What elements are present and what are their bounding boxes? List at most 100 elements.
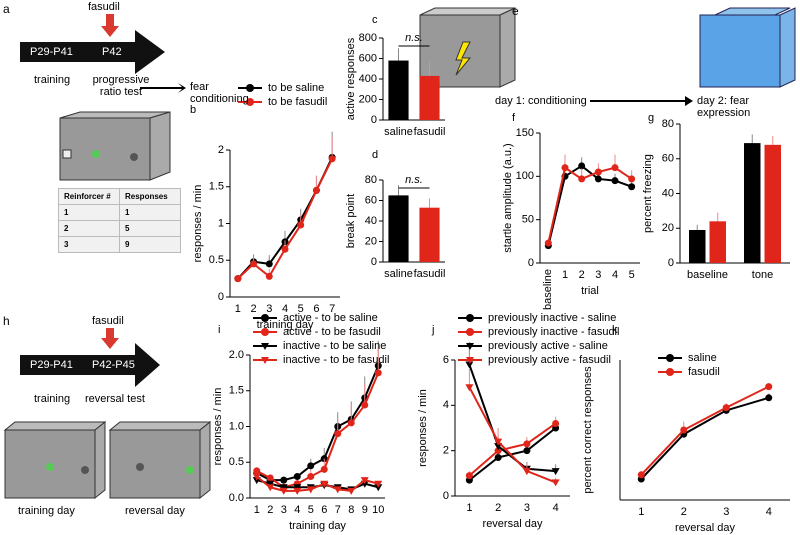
- x-tick-label: 1: [235, 303, 241, 315]
- y-tick-label: 150: [516, 127, 534, 139]
- legend-label: previously active - saline: [488, 340, 608, 352]
- legend-label: previously inactive - fasudil: [488, 326, 619, 338]
- line: [256, 365, 380, 482]
- y-tick-label: 0.5: [209, 254, 224, 266]
- y-axis-label: responses / min: [417, 389, 429, 467]
- age-label: P29-P41: [30, 359, 73, 371]
- x-axis-label: reversal day: [483, 518, 543, 530]
- y-tick-label: 1: [218, 217, 224, 229]
- marker: [320, 465, 328, 473]
- y-tick-label: 200: [359, 93, 377, 105]
- x-tick-label: 4: [553, 502, 559, 514]
- y-tick-label: 20: [365, 235, 377, 247]
- bar: [388, 195, 409, 262]
- marker: [465, 472, 473, 480]
- marker: [333, 486, 342, 494]
- legend-marker: [261, 328, 269, 336]
- marker: [266, 484, 275, 492]
- marker: [293, 473, 301, 481]
- y-tick-label: 400: [359, 73, 377, 85]
- marker: [494, 453, 502, 461]
- cage: [699, 7, 796, 88]
- x-tick-label: 4: [612, 269, 618, 281]
- marker: [594, 175, 602, 183]
- marker: [494, 447, 502, 455]
- marker: [328, 155, 336, 163]
- marker: [611, 164, 619, 172]
- table-header: Reinforcer #: [58, 188, 120, 205]
- stage-label: fear conditioning: [190, 81, 249, 105]
- legend-label: previously active - fasudil: [488, 354, 611, 366]
- bar: [419, 207, 440, 262]
- marker: [307, 473, 315, 481]
- line: [640, 396, 770, 480]
- table-cell: 3: [58, 236, 120, 253]
- legend-marker: [466, 328, 474, 336]
- marker: [279, 487, 288, 495]
- marker: [293, 487, 302, 495]
- marker: [307, 462, 315, 470]
- marker: [293, 484, 302, 492]
- legend-marker: [261, 343, 269, 350]
- x-tick-label: 8: [348, 504, 354, 516]
- marker: [250, 260, 258, 268]
- x-tick-label: 7: [335, 504, 341, 516]
- y-axis-label: responses / min: [192, 185, 204, 263]
- marker: [594, 168, 602, 176]
- x-tick-label: 3: [266, 303, 272, 315]
- annotation: n.s.: [405, 32, 423, 44]
- panel-label: g: [648, 112, 654, 124]
- bar: [388, 60, 409, 120]
- bar: [709, 221, 726, 263]
- x-tick-label: 5: [629, 269, 635, 281]
- x-tick-label: 2: [251, 303, 257, 315]
- marker: [266, 474, 274, 482]
- age-label: P29-P41: [30, 46, 73, 58]
- panel-label: j: [431, 324, 434, 336]
- x-tick-label: 2: [579, 269, 585, 281]
- legend-marker: [666, 368, 674, 376]
- y-axis-label: responses / min: [212, 388, 224, 466]
- y-tick-label: 0: [668, 257, 674, 269]
- x-tick-label: tone: [752, 269, 773, 281]
- x-tick-label: 1: [466, 502, 472, 514]
- marker: [253, 467, 261, 475]
- legend-marker: [246, 98, 254, 106]
- panel-label: h: [3, 314, 10, 328]
- x-tick-label: 3: [281, 504, 287, 516]
- table-cell: 1: [119, 204, 181, 221]
- x-tick-label: 1: [562, 269, 568, 281]
- y-tick-label: 40: [365, 215, 377, 227]
- x-tick-label: baseline: [542, 269, 554, 310]
- x-axis-label: training day: [257, 319, 314, 331]
- legend-marker: [466, 357, 474, 364]
- line: [640, 385, 770, 476]
- x-tick-label: 3: [595, 269, 601, 281]
- marker: [374, 480, 383, 488]
- marker: [522, 468, 531, 476]
- cage: [419, 7, 516, 88]
- x-tick-label: 6: [321, 504, 327, 516]
- stage-label: training: [34, 393, 71, 405]
- legend-label: previously inactive - saline: [488, 312, 616, 324]
- marker: [347, 487, 356, 495]
- legend-label: saline: [688, 352, 717, 364]
- x-axis-label: reversal day: [675, 522, 735, 534]
- y-tick-label: 50: [522, 214, 534, 226]
- x-tick-label: baseline: [687, 269, 728, 281]
- marker: [578, 162, 586, 170]
- y-tick-label: 1.0: [229, 420, 244, 432]
- y-tick-label: 60: [662, 153, 674, 165]
- marker: [265, 260, 273, 268]
- y-tick-label: 60: [365, 194, 377, 206]
- stage-label: progressive ratio test: [92, 74, 150, 98]
- panel-label: b: [190, 104, 196, 116]
- timeline-arrow: [20, 343, 160, 387]
- y-tick-label: 0: [371, 256, 377, 268]
- x-tick-label: saline: [384, 268, 413, 280]
- y-tick-label: 0.0: [229, 492, 244, 504]
- y-tick-label: 4: [443, 399, 449, 411]
